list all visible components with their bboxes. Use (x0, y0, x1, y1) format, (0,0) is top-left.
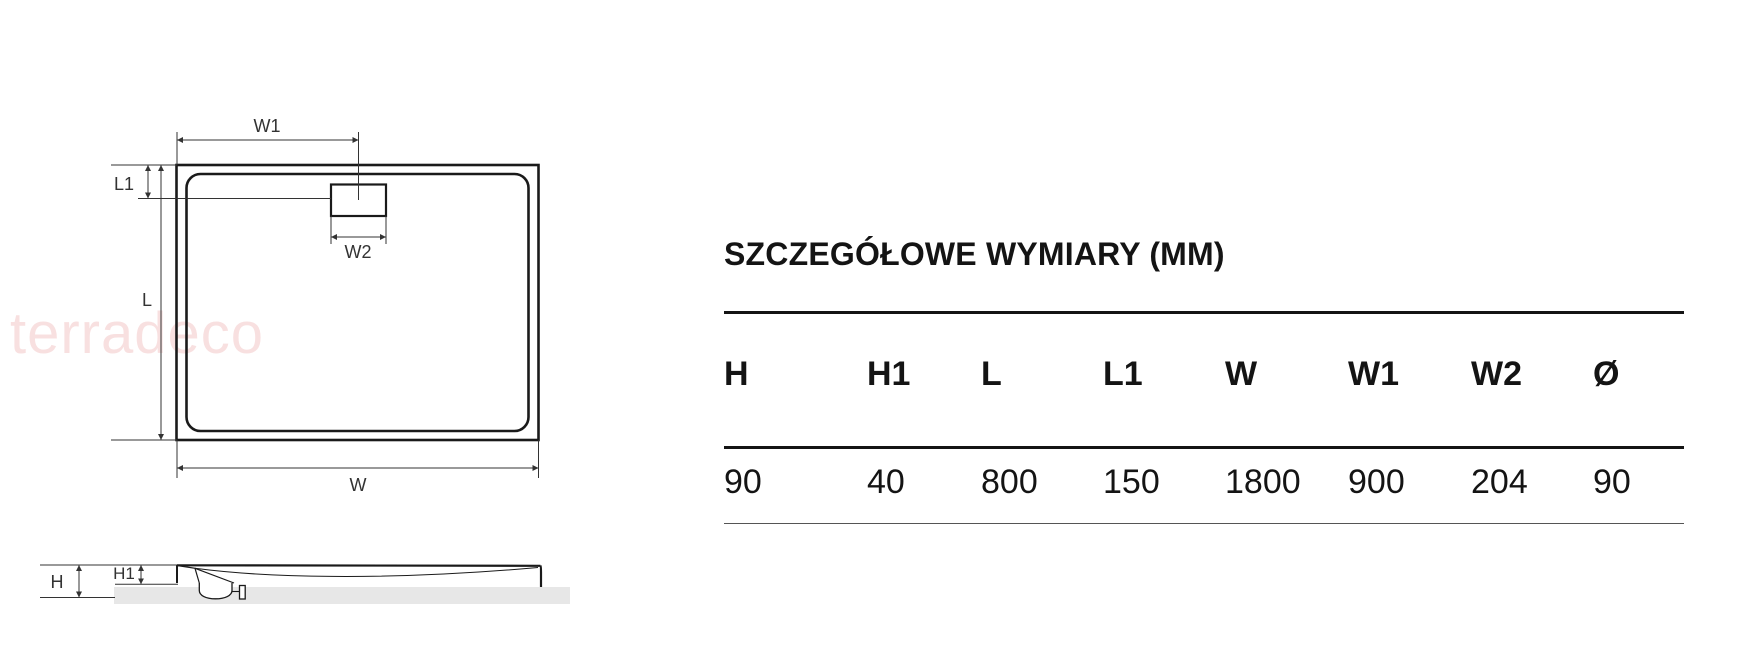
svg-text:H1: H1 (113, 564, 135, 583)
svg-text:L1: L1 (114, 174, 134, 194)
svg-text:H: H (51, 572, 64, 592)
svg-text:W1: W1 (254, 116, 281, 136)
svg-text:W: W (350, 475, 367, 495)
svg-text:L: L (142, 290, 152, 310)
svg-text:W2: W2 (345, 242, 372, 262)
